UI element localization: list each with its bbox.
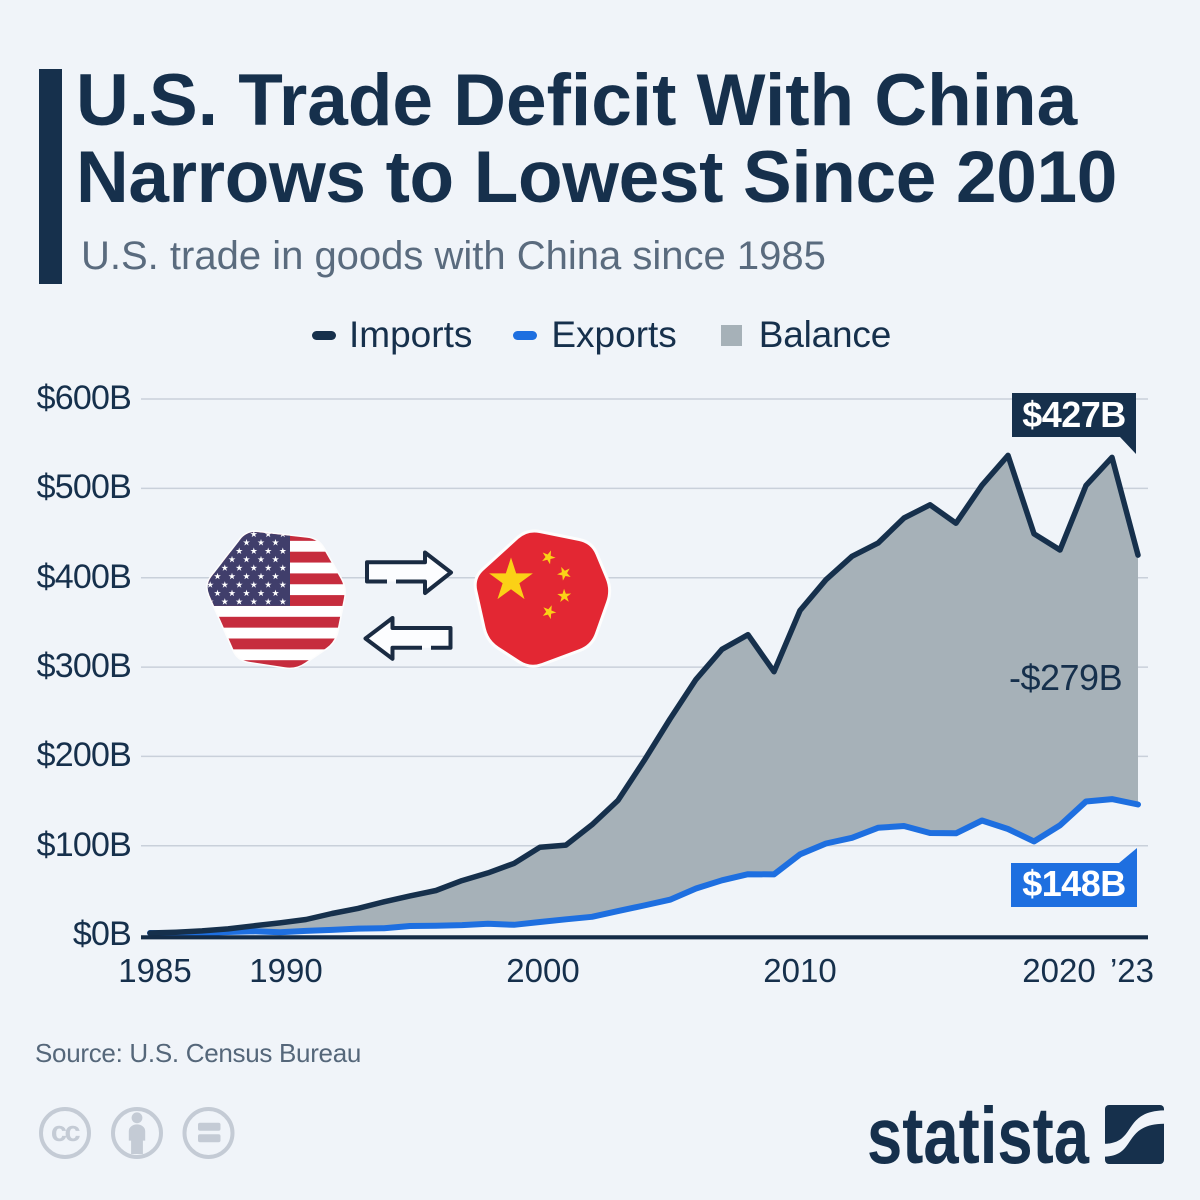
svg-text:statista: statista (867, 1091, 1089, 1170)
svg-text:cc: cc (51, 1116, 81, 1148)
